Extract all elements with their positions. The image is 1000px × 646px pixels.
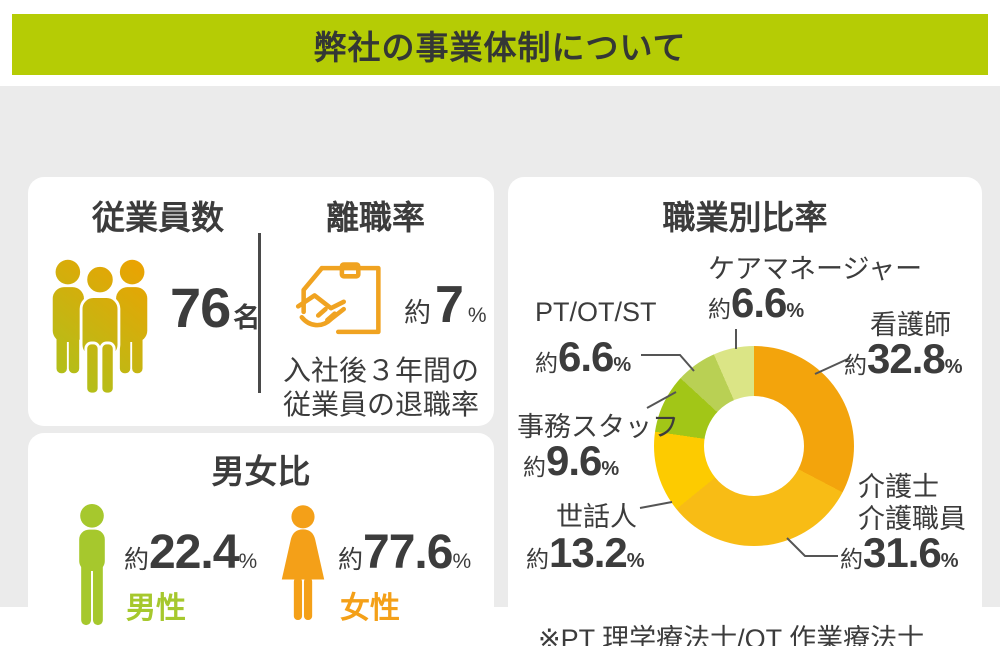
approx-prefix: 約 xyxy=(526,546,549,572)
percent-sign: % xyxy=(940,550,959,572)
approx-prefix: 約 xyxy=(708,296,731,322)
turnover-heading: 離職率 xyxy=(326,199,425,236)
content-panel: 従業員数 離職率 xyxy=(0,86,1000,646)
vertical-divider xyxy=(258,233,261,393)
slice-number: 13.2 xyxy=(549,529,628,576)
percent-sign: % xyxy=(601,458,620,480)
leader-lines xyxy=(639,329,851,557)
turnover-approx: 約 xyxy=(404,298,431,328)
female-approx: 約 xyxy=(338,546,364,574)
slice-number: 31.6 xyxy=(863,529,942,576)
gender-heading: 男女比 xyxy=(211,453,311,490)
male-approx: 約 xyxy=(124,546,150,574)
approx-prefix: 約 xyxy=(535,350,558,376)
percent-sign: % xyxy=(613,354,632,376)
turnover-percent-sign: % xyxy=(467,304,487,327)
occupation-note-line1: ※PT 理学療法士/OT 作業療法士 xyxy=(538,624,925,646)
slice-value-office-staff: 約 9.6 % xyxy=(523,437,619,485)
employee-count: 76 名 xyxy=(170,275,260,340)
slice-label-caregiver-line2: 介護職員 xyxy=(858,504,966,534)
slice-label-caretaker: 世話人 xyxy=(556,502,637,532)
slice-value-caregiver: 約 31.6 % xyxy=(840,529,959,577)
approx-prefix: 約 xyxy=(523,454,546,480)
handshake-box-icon xyxy=(295,262,381,335)
donut-chart xyxy=(654,346,854,546)
woman-icon xyxy=(281,505,325,621)
turnover-number: 7 xyxy=(435,276,464,334)
title-bar: 弊社の事業体制について xyxy=(12,14,988,75)
employees-turnover-card: 従業員数 離職率 xyxy=(28,177,494,426)
slice-label-care-manager: ケアマネージャー xyxy=(708,254,923,284)
slice-value-caretaker: 約 13.2 % xyxy=(526,529,645,577)
gender-ratio-card: 男女比 約 22.4 % 男性 約 77.6 xyxy=(28,433,494,646)
employee-count-unit: 名 xyxy=(233,303,261,333)
male-number: 22.4 xyxy=(149,526,239,579)
occupation-heading: 職業別比率 xyxy=(662,199,828,236)
slice-number: 9.6 xyxy=(546,437,602,484)
slice-value-nurse: 約 32.8 % xyxy=(844,335,963,383)
turnover-desc-line2: 従業員の退職率 xyxy=(283,389,480,420)
page-title: 弊社の事業体制について xyxy=(313,28,687,66)
slice-number: 6.6 xyxy=(731,279,787,326)
employees-heading: 従業員数 xyxy=(92,199,224,236)
male-percentage: 約 22.4 % xyxy=(124,525,257,580)
slice-number: 6.6 xyxy=(558,333,614,380)
slice-label-pt-ot-st: PT/OT/ST xyxy=(535,297,657,327)
turnover-value: 約 7 % xyxy=(404,275,487,335)
slice-value-pt-ot-st: 約 6.6 % xyxy=(535,333,631,381)
slice-label-nurse: 看護師 xyxy=(870,310,951,340)
slice-label-caregiver-line1: 介護士 xyxy=(858,472,939,502)
slice-label-office-staff: 事務スタッフ xyxy=(517,412,679,442)
male-percent-sign: % xyxy=(238,550,258,573)
slice-value-care-manager: 約 6.6 % xyxy=(708,279,804,327)
female-number: 77.6 xyxy=(363,526,453,579)
turnover-desc-line1: 入社後３年間の xyxy=(283,355,480,386)
occupation-ratio-card: 職業別比率 ケアマネージャー 約 6.6 % 看護師 約 32. xyxy=(508,177,982,646)
percent-sign: % xyxy=(944,356,963,378)
approx-prefix: 約 xyxy=(844,352,867,378)
approx-prefix: 約 xyxy=(840,546,863,572)
man-icon xyxy=(79,503,105,626)
people-group-icon xyxy=(52,259,148,396)
female-percentage: 約 77.6 % xyxy=(338,525,471,580)
slice-number: 32.8 xyxy=(867,335,946,382)
female-percent-sign: % xyxy=(452,550,472,573)
donut-hole xyxy=(704,396,804,496)
male-label: 男性 xyxy=(126,592,186,625)
employee-count-number: 76 xyxy=(170,276,231,339)
percent-sign: % xyxy=(626,550,645,572)
percent-sign: % xyxy=(786,300,805,322)
female-label: 女性 xyxy=(340,592,400,625)
